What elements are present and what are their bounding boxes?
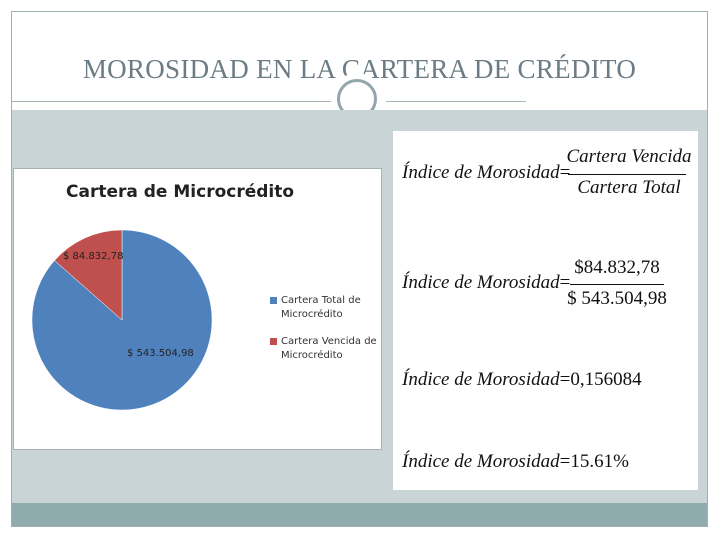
formula2-fraction-bar bbox=[570, 284, 664, 285]
legend-item-vencida: Cartera Vencida de Microcrédito bbox=[281, 336, 377, 361]
formula4-label: Índice de Morosidad=15.61% bbox=[402, 451, 629, 472]
formula1-label: Índice de Morosidad= bbox=[402, 162, 571, 183]
formula-panel bbox=[393, 131, 698, 490]
legend-item-total: Cartera Total de Microcrédito bbox=[281, 295, 361, 320]
pie-label-vencida: $ 84.832,78 bbox=[63, 251, 123, 262]
formula2-label: Índice de Morosidad= bbox=[402, 272, 571, 293]
formula3-label: Índice de Morosidad=0,156084 bbox=[402, 369, 642, 390]
bottom-bar bbox=[12, 503, 707, 526]
formula1-fraction-bar bbox=[568, 174, 686, 175]
pie-slice-vencida bbox=[54, 229, 123, 321]
formula2-denominator: $ 543.504,98 bbox=[567, 288, 667, 309]
pie-label-total: $ 543.504,98 bbox=[127, 348, 194, 359]
title-rule-right bbox=[386, 101, 526, 102]
chart-title: Cartera de Microcrédito bbox=[66, 182, 295, 202]
formula1-numerator: Cartera Vencida bbox=[566, 146, 692, 167]
title-rule-left bbox=[12, 101, 334, 102]
formula1-denominator: Cartera Total bbox=[577, 177, 681, 198]
formula2-numerator: $84.832,78 bbox=[574, 257, 660, 278]
legend-swatch-total bbox=[270, 297, 277, 304]
legend-swatch-vencida bbox=[270, 338, 277, 345]
